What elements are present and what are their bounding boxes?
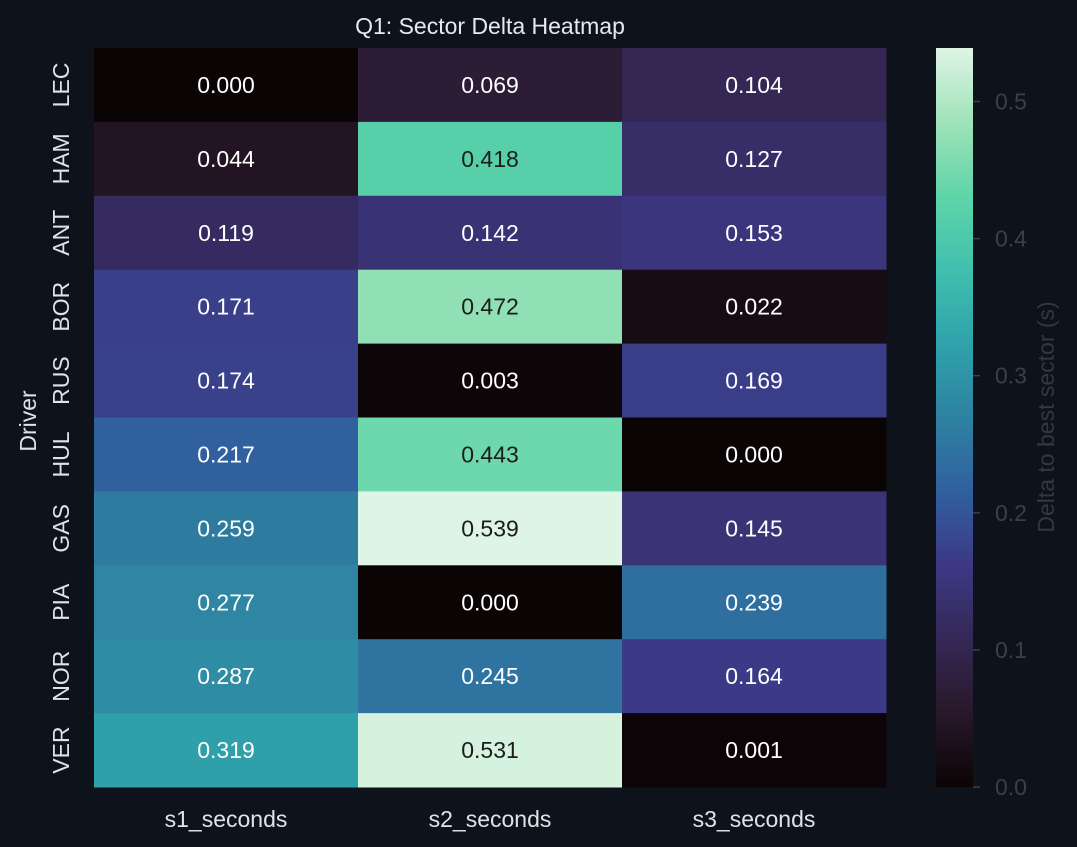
heatmap-cell-label: 0.044 <box>197 146 255 172</box>
heatmap-cell-ver-1 <box>94 713 359 788</box>
heatmap-cell-label: 0.174 <box>197 368 255 394</box>
heatmap-cell-label: 0.022 <box>725 294 783 320</box>
colorbar-tick-label: 0.4 <box>995 226 1027 252</box>
y-tick-label: LEC <box>48 63 74 108</box>
heatmap-cell-label: 0.104 <box>725 72 783 98</box>
x-axis-ticks: s1_seconds s2_seconds s3_seconds <box>165 806 816 832</box>
heatmap-cell-label: 0.127 <box>725 146 783 172</box>
heatmap-cell-rus-2 <box>358 343 623 418</box>
heatmap-cell-pia-2 <box>358 565 623 640</box>
heatmap-cell-ver-3 <box>622 713 887 788</box>
colorbar-tick-label: 0.2 <box>995 500 1027 526</box>
heatmap-cell-label: 0.000 <box>197 72 255 98</box>
heatmap-cell-nor-3 <box>622 639 887 714</box>
x-tick-label: s1_seconds <box>165 806 288 832</box>
y-tick-label: GAS <box>48 504 74 553</box>
y-tick-label: VER <box>48 726 74 773</box>
heatmap-cell-label: 0.142 <box>461 220 519 246</box>
heatmap-cell-label: 0.319 <box>197 737 255 763</box>
heatmap-cell-label: 0.217 <box>197 441 255 467</box>
colorbar-ticks: 0.0 0.1 0.2 0.3 0.4 0.5 <box>973 88 1027 800</box>
x-tick-label: s2_seconds <box>429 806 552 832</box>
heatmap-cell-label: 0.169 <box>725 368 783 394</box>
heatmap-cell-label: 0.000 <box>461 589 519 615</box>
heatmap-cell-ant-1 <box>94 195 359 271</box>
heatmap-cell-ham-2 <box>358 121 623 197</box>
heatmap-cell-label: 0.277 <box>197 589 255 615</box>
y-axis-ticks: LEC HAM ANT BOR RUS HUL GAS PIA NOR VER <box>48 63 74 774</box>
colorbar-label: Delta to best sector (s) <box>1033 301 1059 532</box>
heatmap-cell-rus-1 <box>94 343 359 418</box>
heatmap-cell-nor-1 <box>94 639 359 714</box>
colorbar-tick-label: 0.3 <box>995 363 1027 389</box>
heatmap-cell-label: 0.239 <box>725 589 783 615</box>
heatmap-cell-label: 0.145 <box>725 515 783 541</box>
heatmap-cell-label: 0.164 <box>725 663 783 689</box>
heatmap-cell-label: 0.069 <box>461 72 519 98</box>
heatmap-cell-gas-2 <box>358 491 623 566</box>
heatmap-cell-nor-2 <box>358 639 623 714</box>
heatmap-cell-label: 0.531 <box>461 737 519 763</box>
y-tick-label: HAM <box>48 133 74 184</box>
y-axis-label: Driver <box>15 390 41 452</box>
heatmap-cell-bor-1 <box>94 269 359 345</box>
heatmap-cell-hul-2 <box>358 417 623 492</box>
colorbar-tick-label: 0.5 <box>995 88 1027 114</box>
heatmap-cell-lec-2 <box>358 48 623 123</box>
heatmap-cell-bor-2 <box>358 269 623 345</box>
colorbar: 0.0 0.1 0.2 0.3 0.4 0.5 Delta to best sector … <box>936 48 1059 800</box>
heatmap-cell-label: 0.119 <box>198 220 254 246</box>
heatmap-cell-label: 0.003 <box>461 368 519 394</box>
heatmap-cell-label: 0.171 <box>197 294 255 320</box>
heatmap-cell-ver-2 <box>358 713 623 788</box>
heatmap-cells: 0.000 0.069 0.104 0.044 0.418 0.127 0.119 0.142… <box>94 48 887 788</box>
heatmap-cell-bor-3 <box>622 269 887 345</box>
heatmap-cell-label: 0.443 <box>461 441 519 467</box>
heatmap-cell-label: 0.259 <box>197 515 255 541</box>
heatmap-cell-hul-3 <box>622 417 887 492</box>
heatmap-cell-gas-1 <box>94 491 359 566</box>
x-tick-label: s3_seconds <box>693 806 816 832</box>
heatmap-cell-rus-3 <box>622 343 887 418</box>
y-tick-label: BOR <box>48 282 74 332</box>
heatmap-cell-gas-3 <box>622 491 887 566</box>
colorbar-gradient <box>936 48 973 787</box>
heatmap-cell-pia-1 <box>94 565 359 640</box>
heatmap-cell-lec-1 <box>94 48 359 123</box>
heatmap-cell-lec-3 <box>622 48 887 123</box>
heatmap-cell-pia-3 <box>622 565 887 640</box>
colorbar-tick-label: 0.0 <box>995 774 1027 800</box>
heatmap-cell-label: 0.418 <box>461 146 519 172</box>
heatmap-cell-label: 0.287 <box>197 663 255 689</box>
heatmap-cell-ant-2 <box>358 195 623 271</box>
heatmap-cell-ham-3 <box>622 121 887 197</box>
heatmap-cell-label: 0.000 <box>725 441 783 467</box>
heatmap-cell-label: 0.153 <box>725 220 783 246</box>
heatmap-cell-label: 0.001 <box>725 737 783 763</box>
heatmap-cell-label: 0.245 <box>461 663 519 689</box>
chart-title: Q1: Sector Delta Heatmap <box>355 13 625 39</box>
heatmap-cell-label: 0.539 <box>461 515 519 541</box>
y-tick-label: RUS <box>48 356 74 405</box>
y-tick-label: NOR <box>48 651 74 702</box>
y-tick-label: PIA <box>48 583 74 621</box>
heatmap-cell-hul-1 <box>94 417 359 492</box>
heatmap-cell-ham-1 <box>94 121 359 197</box>
heatmap-cell-label: 0.472 <box>461 294 519 320</box>
heatmap-cell-ant-3 <box>622 195 887 271</box>
y-tick-label: HUL <box>48 431 74 477</box>
colorbar-tick-label: 0.1 <box>995 637 1027 663</box>
y-tick-label: ANT <box>48 210 74 256</box>
